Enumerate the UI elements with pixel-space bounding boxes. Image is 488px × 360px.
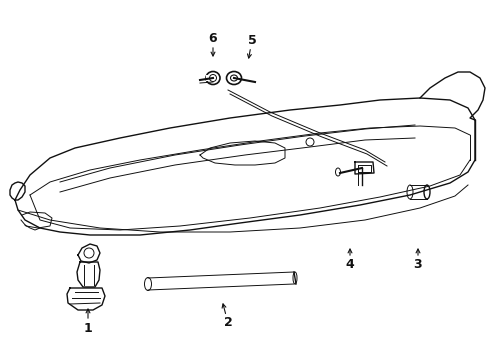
Text: 1: 1 xyxy=(83,321,92,334)
Text: 5: 5 xyxy=(247,33,256,46)
Text: 3: 3 xyxy=(413,258,422,271)
Text: 2: 2 xyxy=(223,316,232,329)
Text: 4: 4 xyxy=(345,258,354,271)
Ellipse shape xyxy=(423,185,429,199)
Text: 6: 6 xyxy=(208,31,217,45)
Polygon shape xyxy=(205,75,212,81)
Ellipse shape xyxy=(292,272,296,284)
